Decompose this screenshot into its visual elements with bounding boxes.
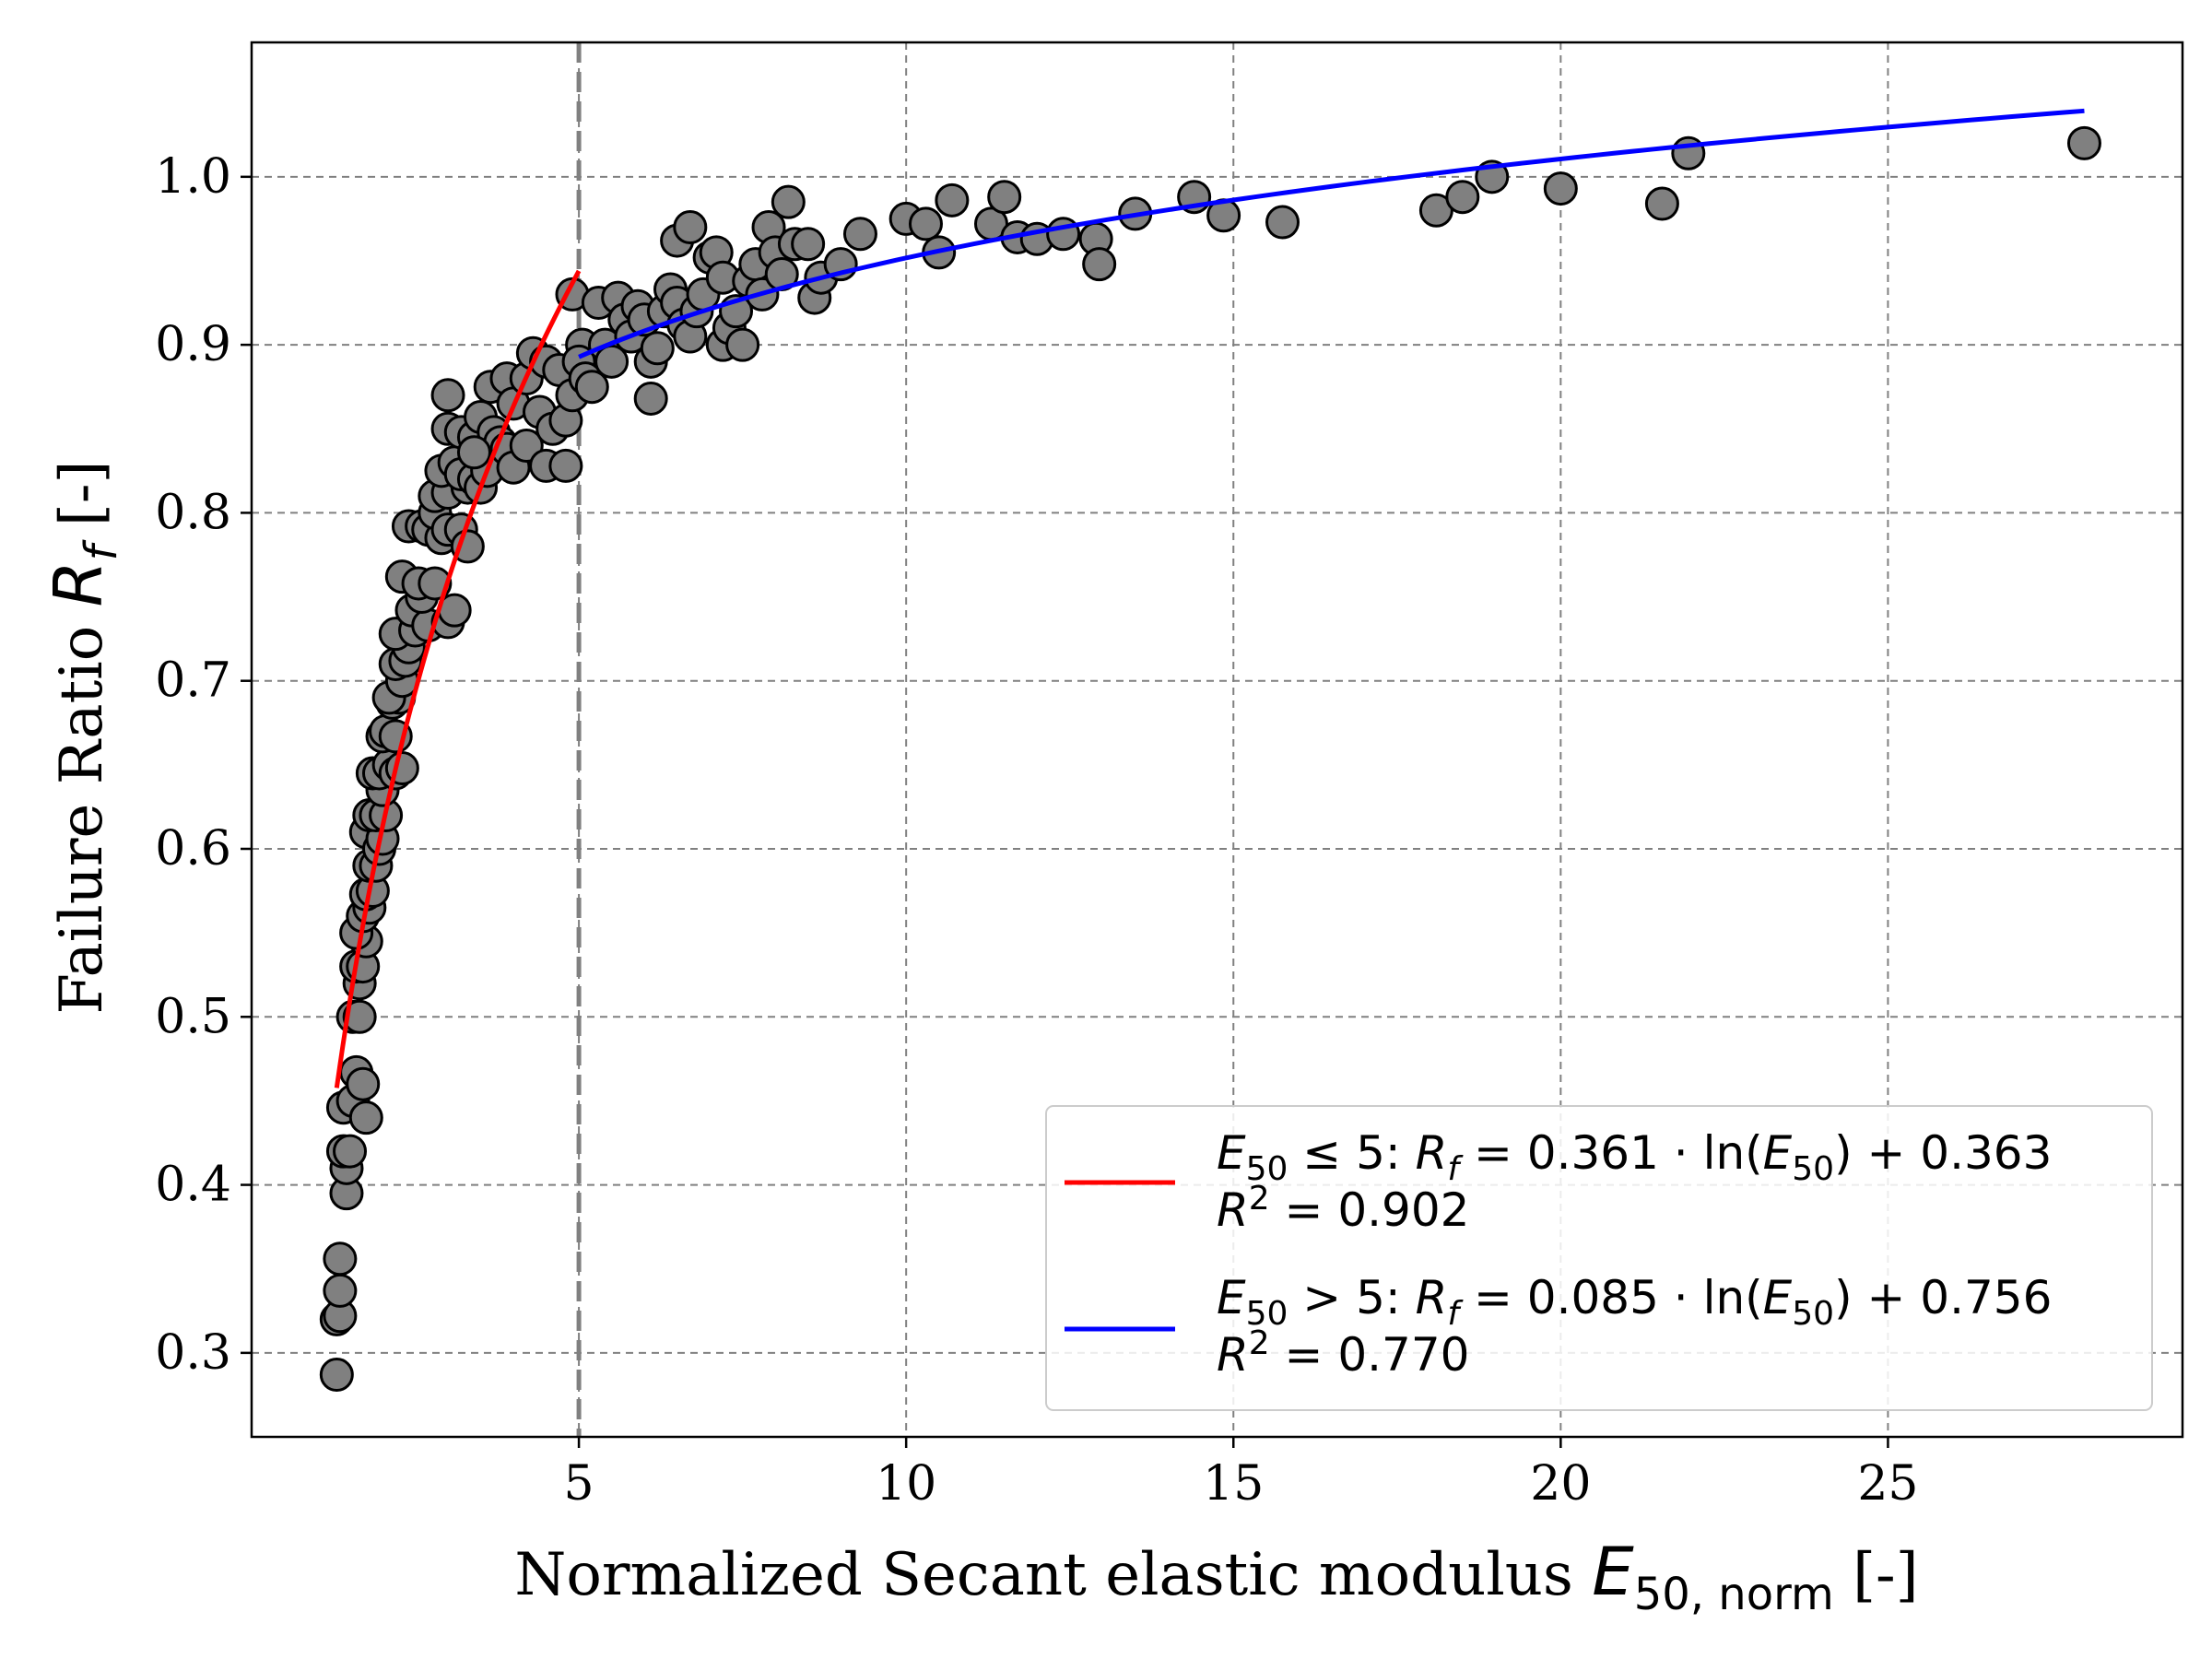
y-axis-label: Failure Ratio Rf [-]	[40, 461, 127, 1015]
axis-ticks: 5 10 15 20 25 0.3 0.4 0.5 0.6 0.7 0.8 0.9 1.0	[155, 149, 1918, 1512]
data-point	[342, 999, 377, 1034]
data-point	[791, 227, 826, 262]
data-point	[771, 184, 806, 219]
y-tick-label: 0.7	[155, 653, 231, 709]
data-point	[725, 327, 760, 362]
data-point	[1644, 186, 1679, 221]
data-point	[430, 378, 465, 413]
y-tick-label: 1.0	[155, 149, 231, 205]
data-point	[323, 1241, 358, 1277]
y-tick-label: 0.9	[155, 317, 231, 372]
y-tick-label: 0.3	[155, 1325, 231, 1381]
data-point	[908, 206, 943, 241]
data-point	[509, 428, 544, 463]
data-point	[1418, 193, 1453, 228]
legend-entry-blue-r2: R2 = 0.770	[1217, 1324, 1469, 1382]
plot-frame	[250, 41, 2184, 1439]
data-point	[842, 217, 877, 252]
data-point	[594, 344, 629, 379]
y-tick-label: 0.6	[155, 821, 231, 877]
data-point	[1265, 205, 1300, 240]
x-tick-label: 25	[1857, 1456, 1918, 1512]
x-tick-label: 5	[564, 1456, 594, 1512]
x-tick-label: 10	[876, 1456, 936, 1512]
data-point	[323, 1273, 358, 1308]
y-tick-label: 0.8	[155, 485, 231, 540]
data-point	[319, 1358, 354, 1393]
data-point	[987, 180, 1022, 215]
fit-curve-red	[334, 269, 582, 1088]
fit-curve-blue	[578, 108, 2085, 359]
data-point	[673, 210, 708, 245]
data-point	[1082, 247, 1117, 282]
data-point	[346, 1066, 381, 1101]
legend-entry-red-equation: E50 ≤ 5: Rf = 0.361 · ln(E50) + 0.363	[1217, 1126, 2052, 1188]
x-tick-label: 20	[1530, 1456, 1591, 1512]
data-point	[548, 448, 583, 483]
data-point	[348, 1100, 383, 1135]
data-points	[319, 125, 2101, 1393]
data-point	[633, 381, 668, 416]
legend-entry-red-r2: R2 = 0.902	[1217, 1180, 1469, 1237]
data-point	[1445, 180, 1480, 215]
legend-box	[1045, 1105, 2153, 1411]
fit-curves	[334, 108, 2085, 1088]
data-point	[1543, 171, 1578, 206]
data-point	[640, 331, 675, 366]
x-tick-label: 15	[1203, 1456, 1264, 1512]
data-point	[935, 182, 970, 218]
data-point	[574, 370, 609, 405]
x-axis-label: Normalized Secant elastic modulus E50, n…	[514, 1533, 1918, 1620]
legend: E50 ≤ 5: Rf = 0.361 · ln(E50) + 0.363 R2…	[1045, 1105, 2153, 1411]
data-point	[456, 435, 491, 470]
y-tick-label: 0.4	[155, 1158, 231, 1213]
legend-entry-blue-equation: E50 > 5: Rf = 0.085 · ln(E50) + 0.756	[1217, 1271, 2052, 1333]
data-point	[2066, 125, 2101, 160]
y-tick-label: 0.5	[155, 989, 231, 1044]
data-point	[333, 1134, 368, 1169]
